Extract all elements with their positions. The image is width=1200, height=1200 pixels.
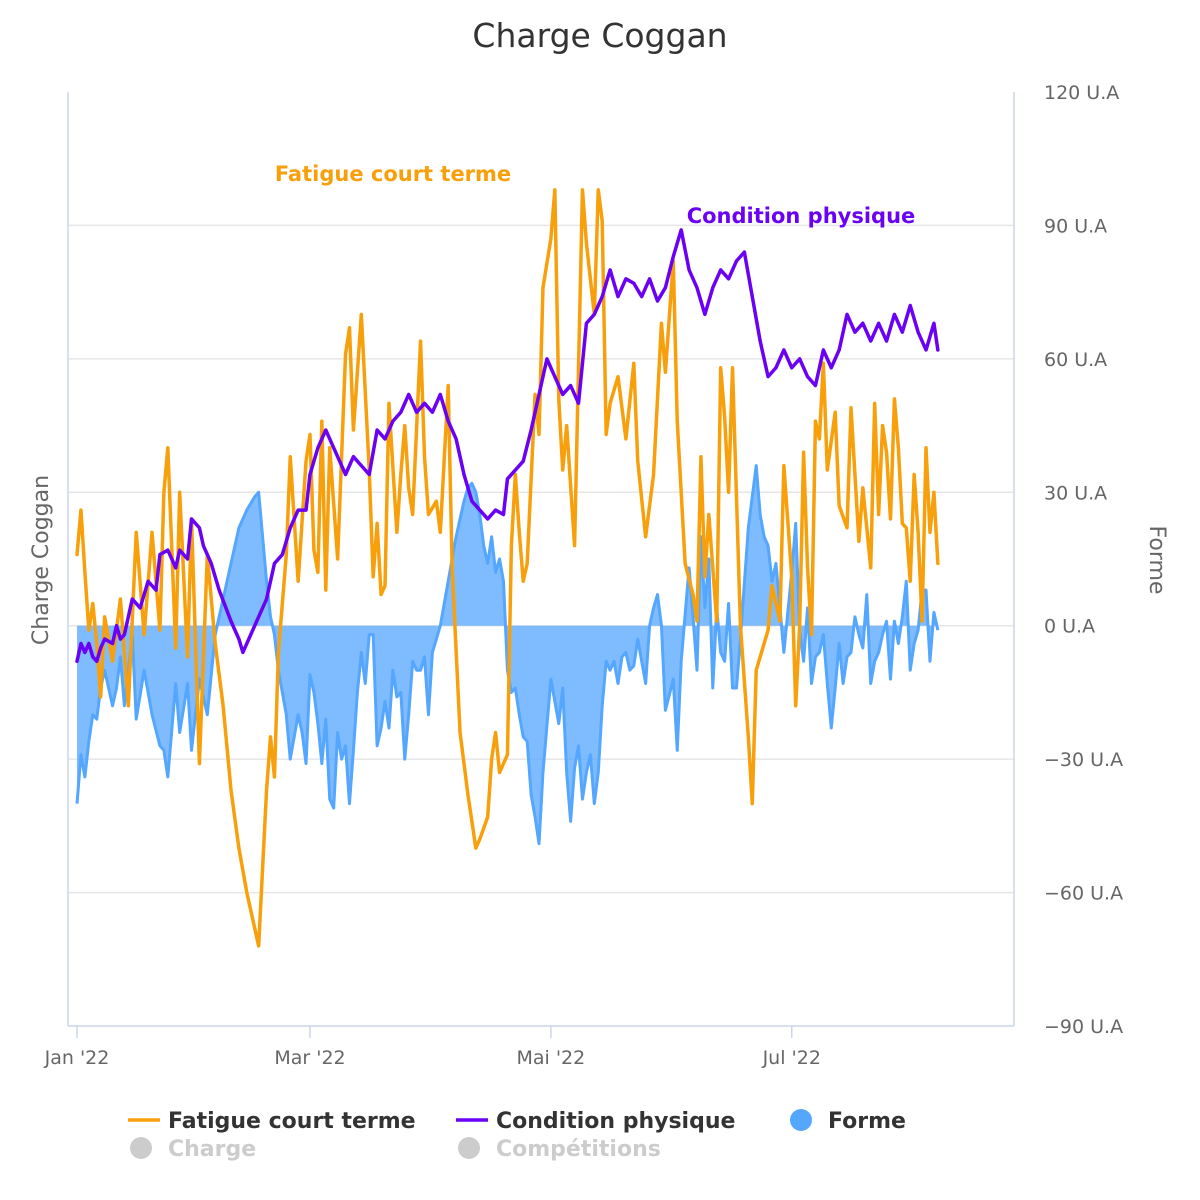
y-tick-label: −60 U.A <box>1044 883 1123 905</box>
series-label-condition: Condition physique <box>687 204 916 228</box>
legend-item[interactable]: Charge <box>130 1137 256 1162</box>
forme-line[interactable] <box>75 464 940 846</box>
legend-label: Compétitions <box>496 1137 661 1162</box>
y2-axis-title: Forme <box>1144 526 1169 595</box>
legend-item[interactable]: Compétitions <box>458 1137 661 1162</box>
y-axis-tick-labels: −90 U.A −60 U.A −30 U.A 0 U.A 30 U.A 60 U.A 90… <box>1044 82 1123 1038</box>
chart-title: Charge Coggan <box>472 16 727 55</box>
x-axis-ticks: Jan '22 Mar '22 Mai '22 Jul '22 <box>44 1026 821 1069</box>
legend-dot-symbol <box>130 1137 152 1159</box>
condition-line[interactable] <box>75 228 940 664</box>
legend-item[interactable]: Condition physique <box>456 1109 735 1134</box>
legend-label: Charge <box>168 1137 256 1162</box>
legend-label: Condition physique <box>496 1109 735 1134</box>
fatigue-line[interactable] <box>75 188 940 948</box>
legend: Fatigue court terme Condition physique For… <box>128 1109 906 1162</box>
y-tick-label: 0 U.A <box>1044 616 1095 638</box>
x-tick-label: Jan '22 <box>44 1047 110 1069</box>
y-tick-label: 120 U.A <box>1044 82 1119 104</box>
x-tick-label: Mar '22 <box>274 1047 345 1069</box>
axes <box>67 92 1015 1027</box>
line-series[interactable] <box>75 188 940 948</box>
legend-dot-symbol <box>790 1109 812 1131</box>
y-tick-label: 60 U.A <box>1044 349 1107 371</box>
x-tick-label: Mai '22 <box>516 1047 585 1069</box>
y-tick-label: −90 U.A <box>1044 1016 1123 1038</box>
y-tick-label: −30 U.A <box>1044 749 1123 771</box>
x-tick-label: Jul '22 <box>762 1047 821 1069</box>
legend-label: Forme <box>828 1109 906 1134</box>
legend-item[interactable]: Forme <box>790 1109 906 1134</box>
y-tick-label: 90 U.A <box>1044 215 1107 237</box>
legend-label: Fatigue court terme <box>168 1109 416 1134</box>
legend-item[interactable]: Fatigue court terme <box>128 1109 416 1134</box>
y-axis-title: Charge Coggan <box>29 475 54 645</box>
legend-dot-symbol <box>458 1137 480 1159</box>
series-label-fatigue: Fatigue court terme <box>275 162 511 186</box>
y-tick-label: 30 U.A <box>1044 482 1107 504</box>
forme-series[interactable] <box>75 464 940 846</box>
